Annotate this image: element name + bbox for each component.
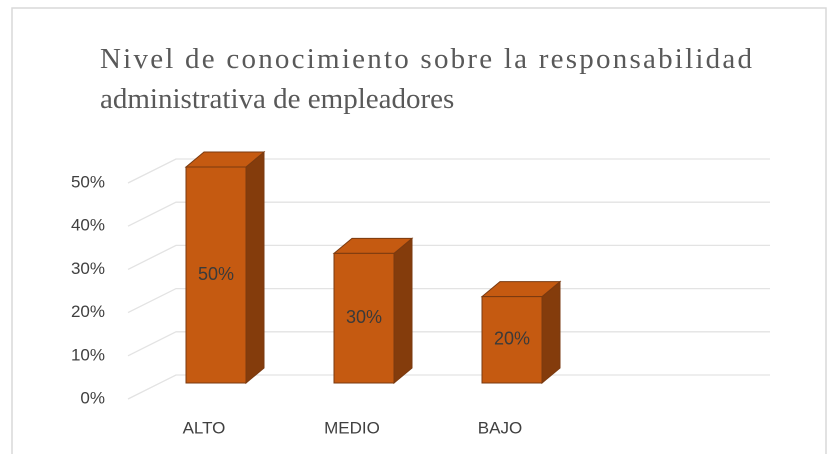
y-tick-label: 30%: [71, 259, 105, 278]
chart-border: [11, 7, 827, 454]
y-tick-label: 10%: [71, 345, 105, 364]
bar-face: [245, 150, 265, 385]
bar-face: [481, 296, 543, 384]
grid-line: [127, 158, 770, 184]
value-label: 30%: [346, 307, 382, 327]
chart-title: Nivel de conocimiento sobre la responsab…: [100, 43, 752, 75]
y-tick-label: 0%: [80, 388, 105, 407]
grid-line: [127, 244, 770, 270]
grid-line: [127, 374, 770, 400]
grid-line: [127, 287, 770, 314]
bar: [332, 237, 414, 385]
y-tick-label: 50%: [71, 172, 105, 191]
x-tick-label: BAJO: [478, 418, 522, 437]
bar-face: [333, 252, 395, 384]
bar-face: [393, 237, 413, 385]
bar: [480, 280, 562, 385]
bar-face: [541, 280, 561, 385]
bar-face: [185, 166, 247, 384]
value-label: 20%: [494, 329, 530, 349]
chart-title: administrativa de empleadores: [100, 83, 454, 115]
x-tick-label: MEDIO: [324, 418, 380, 437]
x-tick-label: ALTO: [183, 418, 226, 437]
grid-line: [127, 331, 770, 357]
y-tick-label: 40%: [71, 216, 105, 235]
grid-line: [127, 201, 770, 227]
value-label: 50%: [198, 264, 234, 284]
bar: [184, 150, 266, 385]
y-tick-label: 20%: [71, 302, 105, 321]
